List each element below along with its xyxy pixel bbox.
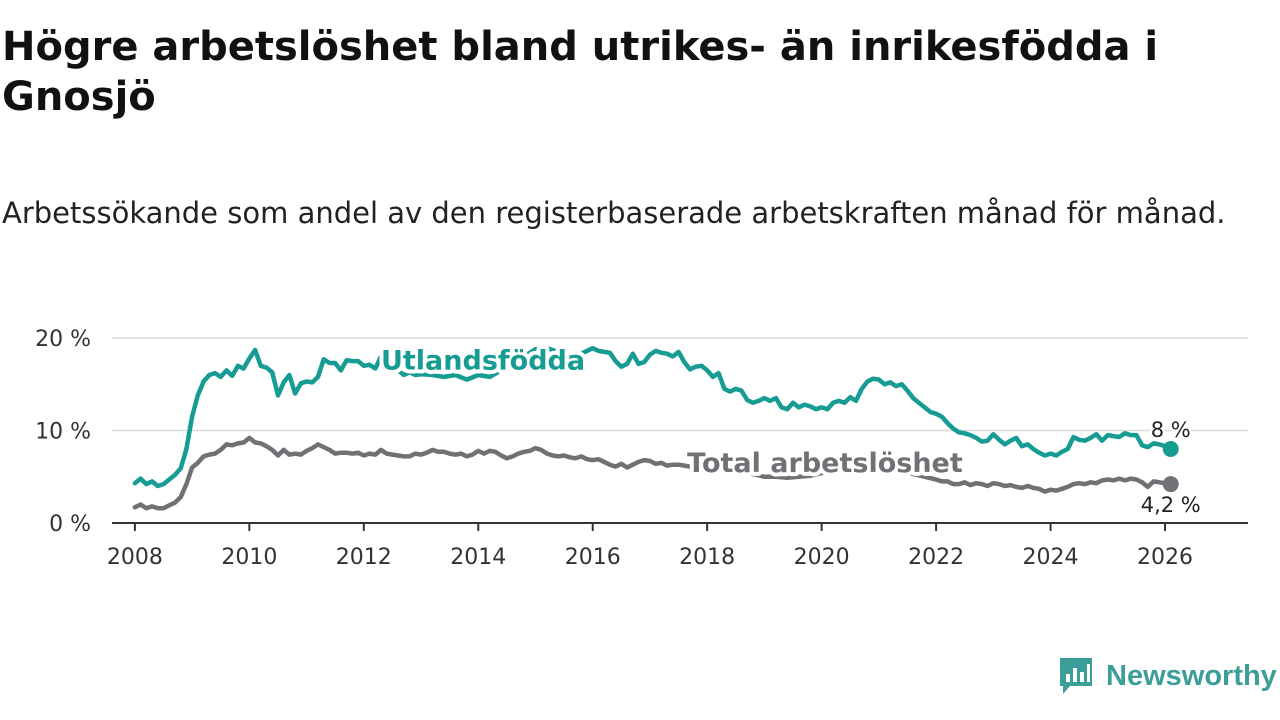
logo-text: Newsworthy (1106, 659, 1277, 692)
x-tick-label: 2008 (107, 545, 163, 570)
x-tick-label: 2012 (336, 545, 392, 570)
series-labels: Utlandsfödda Total arbetslöshet 8 % 4,2 % (377, 341, 1203, 519)
y-tick-label: 20 % (35, 327, 91, 352)
x-tick-label: 2022 (908, 545, 964, 570)
x-tick-label: 2020 (794, 545, 850, 570)
x-tick-label: 2026 (1137, 545, 1193, 570)
y-axis-ticks: 0 % 10 % 20 % (35, 327, 91, 537)
chart-title: Högre arbetslöshet bland utrikes- än inr… (2, 24, 1159, 120)
newsworthy-logo: Newsworthy (1058, 654, 1277, 698)
x-axis-ticks: 2008 2010 2012 2014 2016 2018 2020 2022 2024 2026 (107, 523, 1193, 570)
x-tick-label: 2010 (221, 545, 277, 570)
series-line-1 (132, 345, 1173, 489)
series-line-2 (132, 435, 1173, 511)
chart-subtitle: Arbetssökande som andel av den registerb… (2, 196, 1226, 230)
x-tick-label: 2018 (679, 545, 735, 570)
series-label-2: Total arbetslöshet (687, 448, 963, 479)
y-tick-label: 0 % (49, 512, 91, 537)
end-point-2 (1162, 476, 1179, 493)
newsworthy-chart-icon (1060, 658, 1092, 694)
y-tick-label: 10 % (35, 420, 91, 445)
series-lines (132, 345, 1179, 511)
line-chart: 0 % 10 % 20 % 2008 2010 2012 2014 2016 2018 2020… (35, 327, 1248, 570)
x-tick-label: 2024 (1023, 545, 1079, 570)
series-label-1: Utlandsfödda (381, 345, 585, 376)
x-tick-label: 2014 (450, 545, 506, 570)
gridlines (112, 337, 1248, 524)
end-point-1 (1162, 441, 1179, 457)
x-tick-label: 2016 (565, 545, 621, 570)
end-value-label-1: 8 % (1151, 418, 1191, 442)
end-value-label-2: 4,2 % (1141, 493, 1201, 517)
